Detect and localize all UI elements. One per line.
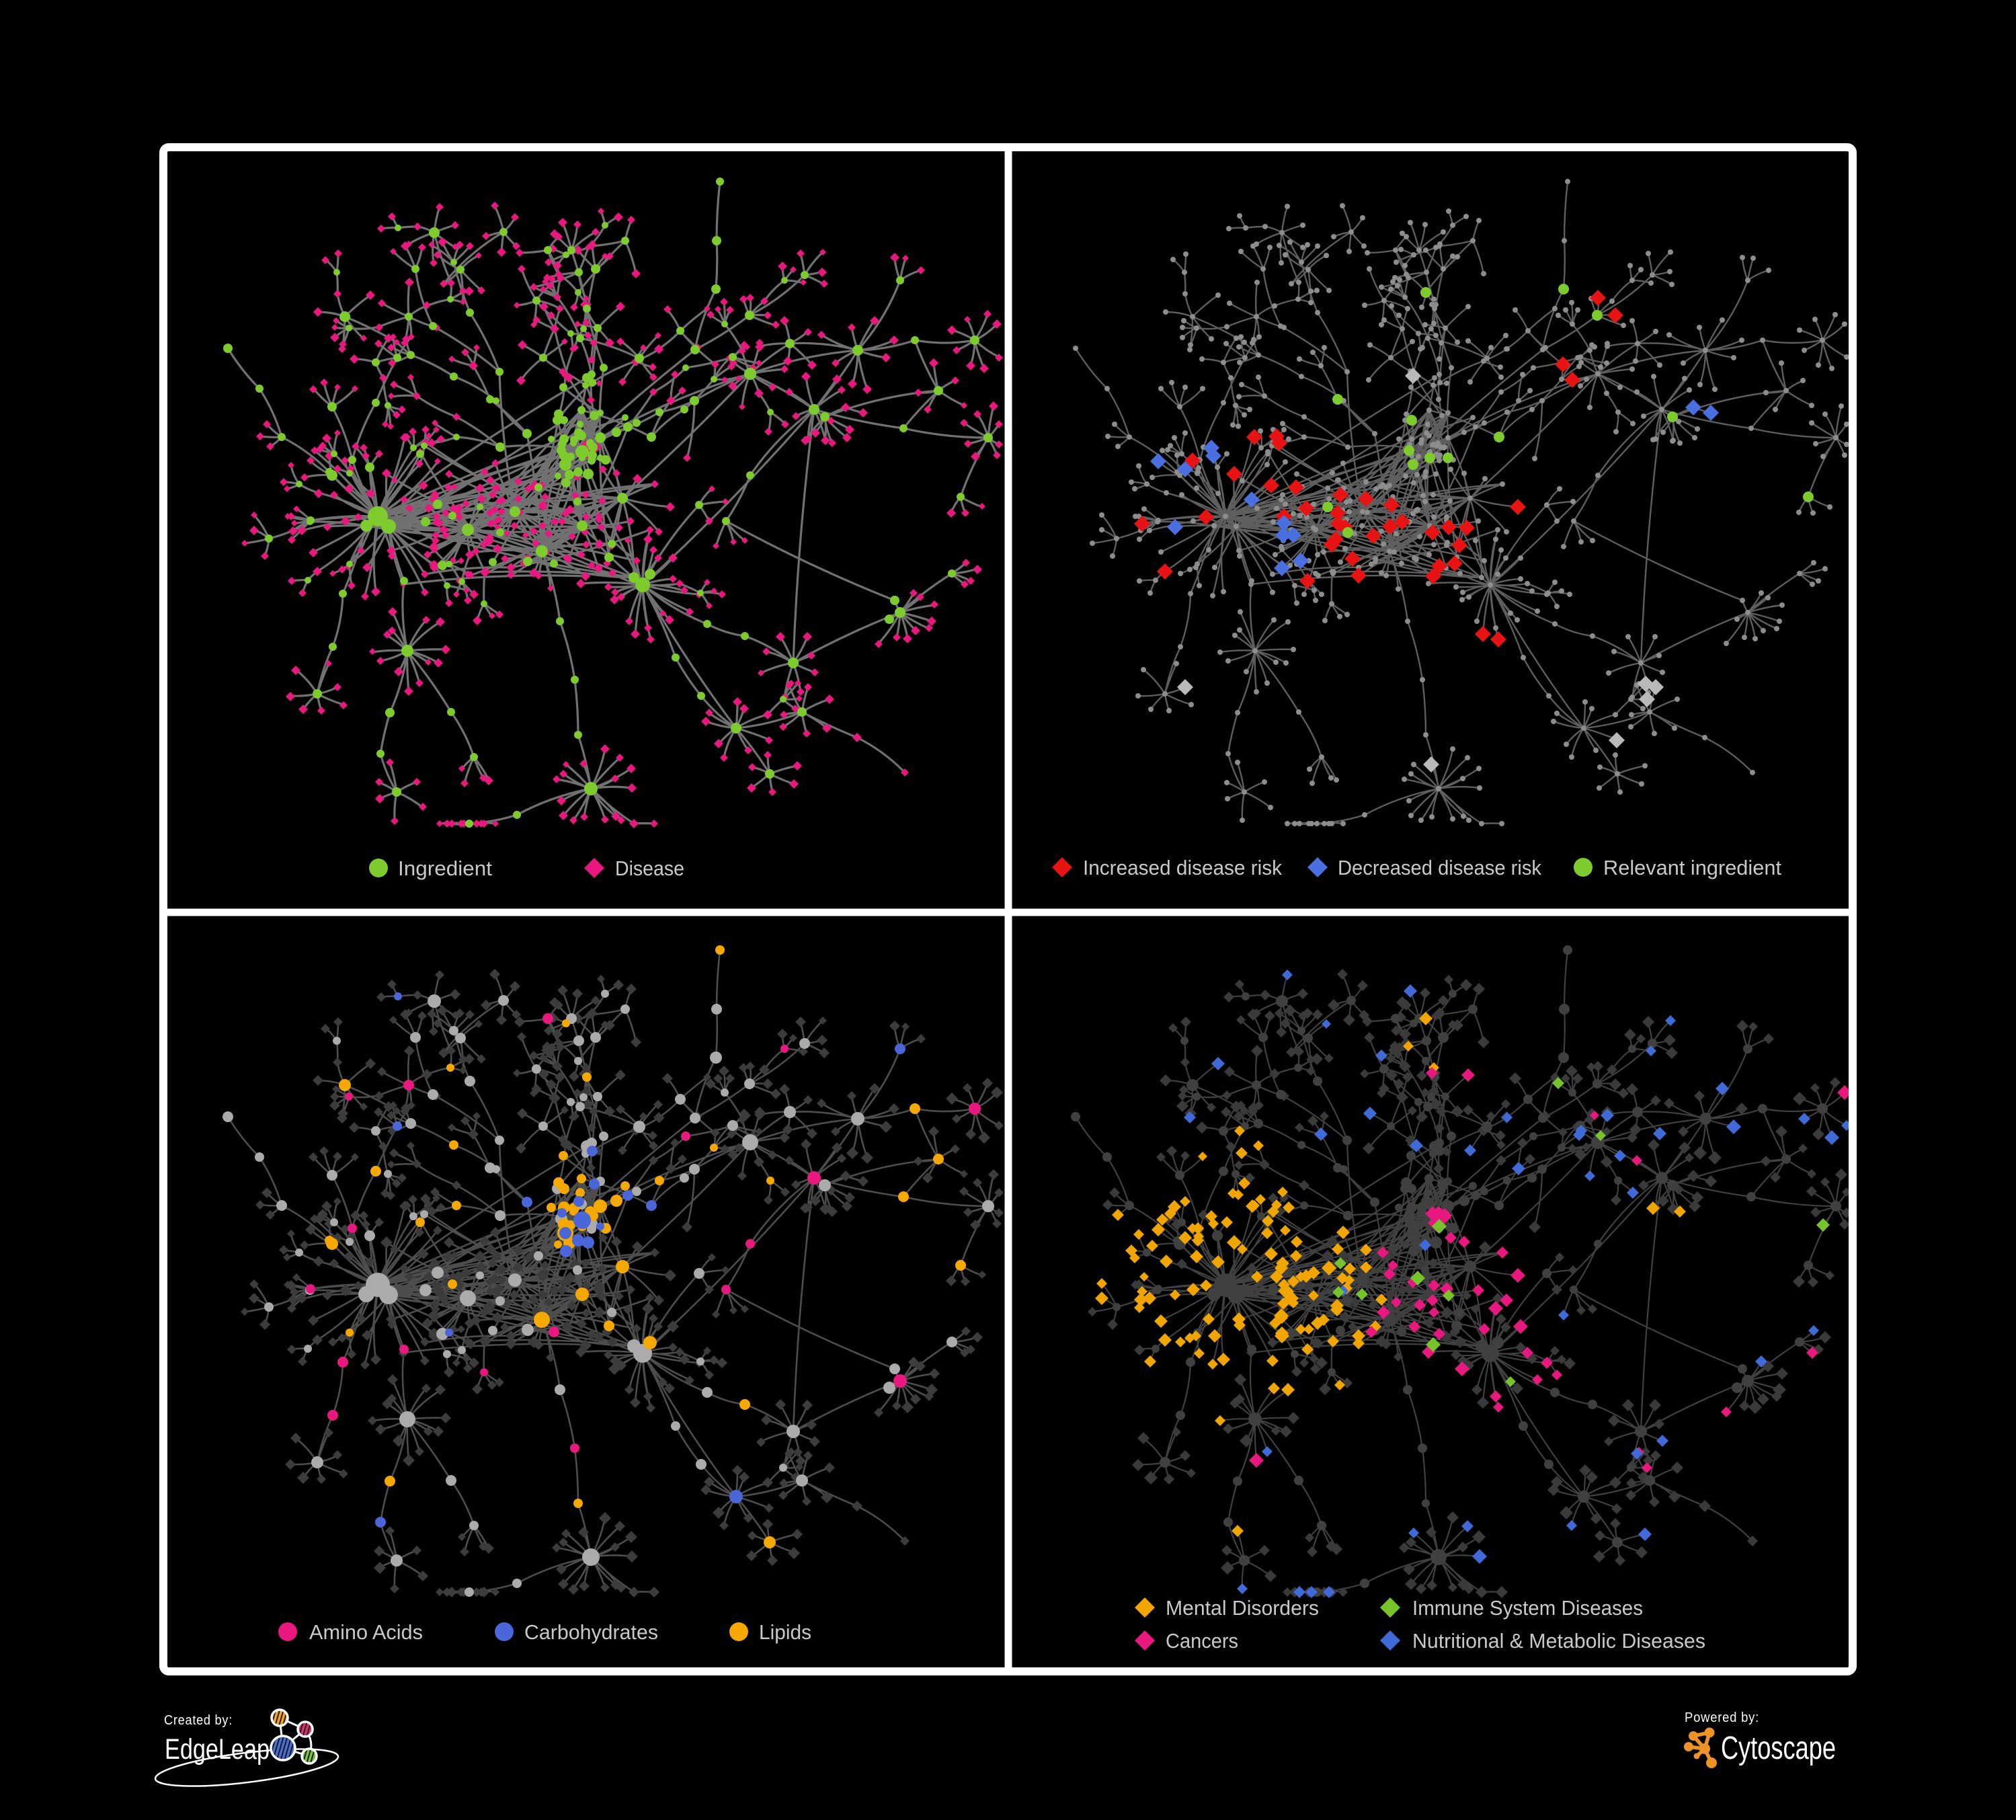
svg-text:Amino Acids: Amino Acids (309, 1620, 423, 1644)
svg-text:Lipids: Lipids (759, 1620, 811, 1644)
svg-text:Relevant ingredient: Relevant ingredient (1603, 856, 1781, 879)
svg-text:Carbohydrates: Carbohydrates (524, 1620, 658, 1644)
svg-text:Ingredient: Ingredient (398, 857, 492, 880)
svg-text:Nutritional & Metabolic Diseas: Nutritional & Metabolic Diseases (1412, 1629, 1705, 1653)
svg-text:Mental Disorders: Mental Disorders (1166, 1596, 1319, 1620)
svg-text:Immune System Diseases: Immune System Diseases (1412, 1596, 1643, 1620)
svg-text:Decreased disease risk: Decreased disease risk (1338, 856, 1541, 879)
svg-text:Increased disease risk: Increased disease risk (1083, 856, 1282, 879)
svg-text:Created by:: Created by: (164, 1713, 233, 1728)
svg-text:Cancers: Cancers (1166, 1629, 1238, 1653)
svg-text:Powered by:: Powered by: (1685, 1710, 1759, 1725)
svg-text:EdgeLeap: EdgeLeap (165, 1733, 270, 1766)
svg-text:Cytoscape: Cytoscape (1721, 1731, 1836, 1766)
svg-text:Disease: Disease (615, 857, 684, 880)
